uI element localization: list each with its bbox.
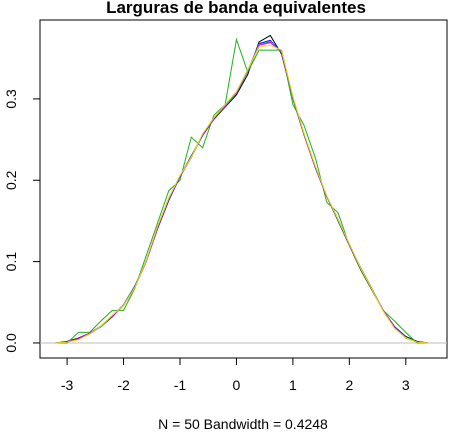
- x-tick-label: 2: [345, 377, 353, 393]
- density-line: [55, 39, 429, 344]
- x-tick-label: -3: [61, 377, 74, 393]
- density-line: [55, 44, 429, 344]
- x-tick-label: 1: [289, 377, 297, 393]
- x-tick-label: -2: [117, 377, 130, 393]
- density-line: [55, 42, 429, 344]
- y-tick-label: 0.3: [3, 89, 19, 109]
- density-line: [55, 41, 429, 344]
- x-tick-label: 3: [402, 377, 410, 393]
- plot-box: [39, 19, 448, 359]
- x-tick-label: -1: [174, 377, 187, 393]
- chart-title: Larguras de banda equivalentes: [106, 0, 366, 17]
- x-tick-label: 0: [233, 377, 241, 393]
- density-line: [55, 40, 429, 344]
- y-tick-label: 0.2: [3, 170, 19, 190]
- x-axis-label: N = 50 Bandwidth = 0.4248: [158, 416, 328, 432]
- y-tick-label: 0.1: [3, 252, 19, 272]
- y-tick-label: 0.0: [3, 333, 19, 353]
